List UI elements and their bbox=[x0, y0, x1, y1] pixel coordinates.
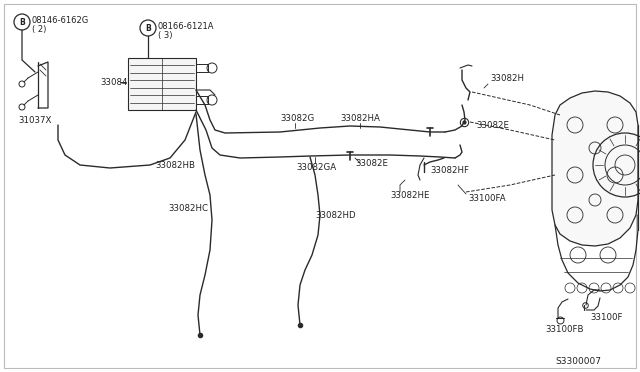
Text: 33082HD: 33082HD bbox=[315, 211, 356, 219]
Text: 31037X: 31037X bbox=[18, 115, 51, 125]
Text: 33082HF: 33082HF bbox=[430, 166, 469, 174]
Text: 33082HE: 33082HE bbox=[390, 190, 429, 199]
Text: ( 2): ( 2) bbox=[32, 25, 46, 33]
Text: 33100FA: 33100FA bbox=[468, 193, 506, 202]
Text: 33082E: 33082E bbox=[355, 158, 388, 167]
Text: 33084: 33084 bbox=[100, 77, 127, 87]
Text: 08166-6121A: 08166-6121A bbox=[158, 22, 214, 31]
Text: 33100FB: 33100FB bbox=[545, 326, 584, 334]
Text: B: B bbox=[19, 17, 25, 26]
Text: S3300007: S3300007 bbox=[555, 357, 601, 366]
Text: 33082E: 33082E bbox=[476, 121, 509, 129]
Text: 33082G: 33082G bbox=[280, 113, 314, 122]
Text: ( 3): ( 3) bbox=[158, 31, 173, 39]
Text: 33100F: 33100F bbox=[590, 314, 623, 323]
Bar bbox=[128, 58, 196, 110]
Text: 33082H: 33082H bbox=[490, 74, 524, 83]
Text: 08146-6162G: 08146-6162G bbox=[32, 16, 89, 25]
Text: B: B bbox=[145, 23, 151, 32]
Polygon shape bbox=[552, 91, 638, 246]
Text: 33082HB: 33082HB bbox=[155, 160, 195, 170]
Text: 33082HA: 33082HA bbox=[340, 113, 380, 122]
Text: 33082GA: 33082GA bbox=[296, 163, 336, 171]
Text: 33082HC: 33082HC bbox=[168, 203, 208, 212]
